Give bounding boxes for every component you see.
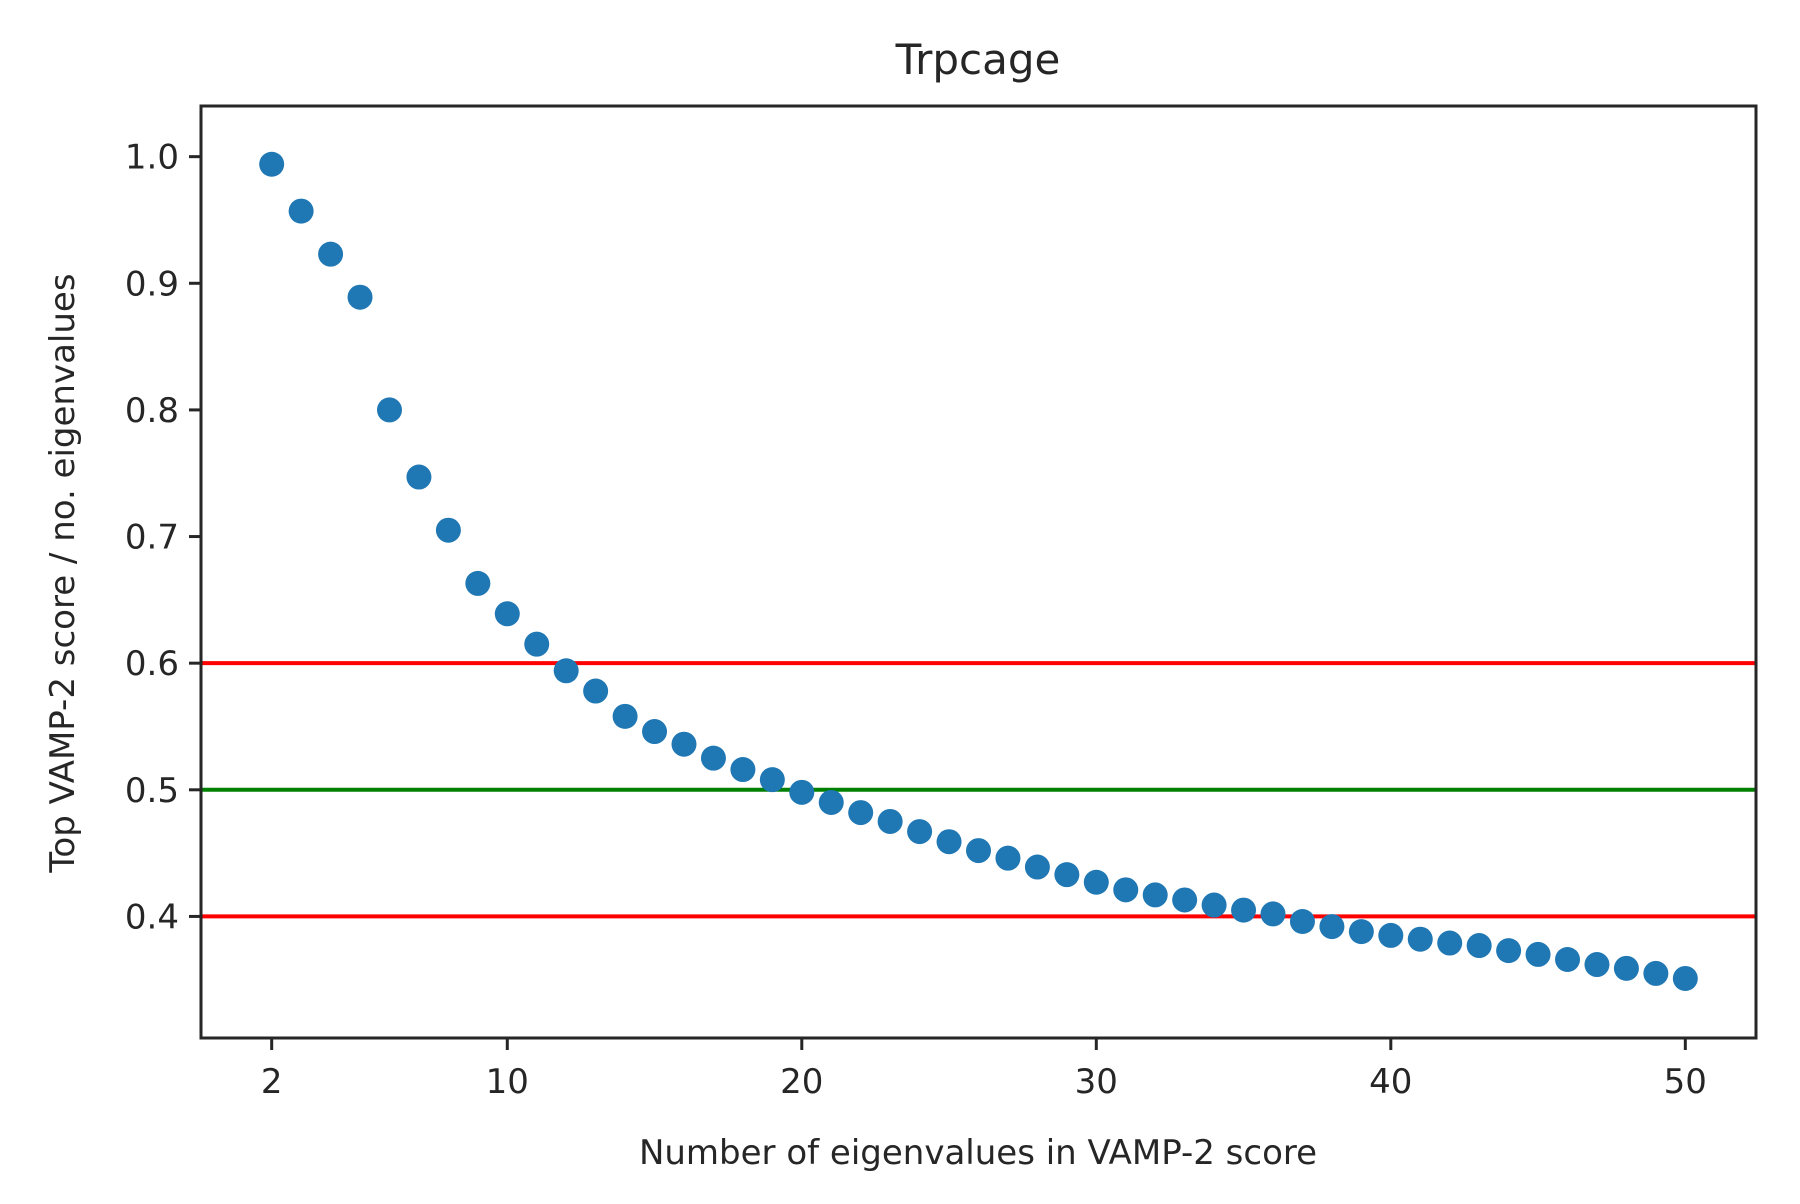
data-point [1260,901,1286,927]
data-point [818,789,844,815]
data-point [789,779,815,805]
data-point [1142,882,1168,908]
data-point [1348,919,1374,945]
data-point [700,745,726,771]
chart-title: Trpcage [895,35,1061,84]
x-tick-label: 30 [1075,1062,1118,1102]
x-tick-label: 10 [486,1062,529,1102]
data-point [1496,938,1522,964]
data-point [759,767,785,793]
data-point [1201,892,1227,918]
plot-frame [199,104,1758,1040]
data-point [1319,914,1345,940]
x-tick-label: 50 [1664,1062,1707,1102]
data-point [1083,869,1109,895]
x-tick-label: 20 [780,1062,823,1102]
y-tick-label: 0.5 [125,771,179,811]
data-point [1024,854,1050,880]
data-point [1172,887,1198,913]
data-point [1231,897,1257,923]
data-point [877,808,903,834]
data-point [583,678,609,704]
data-point [406,464,432,490]
data-point [1437,930,1463,956]
data-point [848,800,874,826]
data-point [288,198,314,224]
data-point [1555,946,1581,972]
data-point [671,731,697,757]
y-tick-label: 0.7 [125,518,179,558]
data-point [1378,922,1404,948]
y-tick-label: 0.9 [125,264,179,304]
data-point [907,819,933,845]
data-point [465,570,491,596]
data-point [524,631,550,657]
data-point [1289,909,1315,934]
data-point [1613,955,1639,981]
data-point [642,719,668,745]
y-tick-label: 0.6 [125,644,179,684]
data-point [936,829,962,855]
plot-area [201,151,1756,991]
data-point [435,517,461,543]
data-point [259,151,285,177]
x-axis-label: Number of eigenvalues in VAMP-2 score [639,1133,1317,1173]
data-point [612,703,638,729]
data-point [1584,952,1610,978]
data-point [1643,960,1669,986]
data-point [730,757,756,783]
data-point [1407,926,1433,952]
data-point [347,284,373,310]
data-point [376,397,402,423]
data-point [1054,862,1080,888]
data-point [1113,877,1139,903]
x-tick-label: 40 [1369,1062,1412,1102]
data-point [318,241,344,267]
y-tick-label: 0.8 [125,391,179,431]
y-tick-label: 0.4 [125,897,179,937]
y-tick-label: 1.0 [125,138,179,178]
data-point [995,845,1021,871]
data-point [553,658,579,684]
data-point [1525,941,1551,967]
y-axis-label: Top VAMP-2 score / no. eigenvalues [43,273,83,873]
data-point [966,838,991,864]
data-point [494,601,520,627]
x-tick-label: 2 [261,1062,283,1102]
data-point [1672,965,1698,991]
data-point [1466,933,1492,959]
